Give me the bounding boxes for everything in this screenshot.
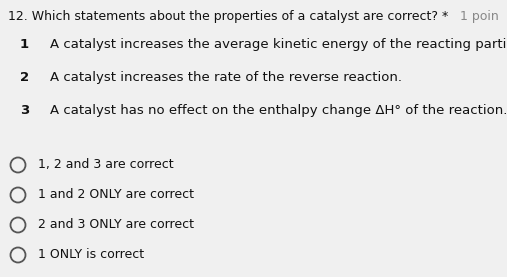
- Text: A catalyst increases the rate of the reverse reaction.: A catalyst increases the rate of the rev…: [50, 71, 402, 84]
- Text: 2: 2: [20, 71, 29, 84]
- Text: A catalyst has no effect on the enthalpy change ΔH° of the reaction.: A catalyst has no effect on the enthalpy…: [50, 104, 507, 117]
- Text: 1, 2 and 3 are correct: 1, 2 and 3 are correct: [38, 158, 173, 171]
- Text: 1: 1: [20, 38, 29, 51]
- Text: 1 poin: 1 poin: [460, 10, 499, 23]
- Text: 1 ONLY is correct: 1 ONLY is correct: [38, 248, 144, 261]
- Text: 12. Which statements about the properties of a catalyst are correct? *: 12. Which statements about the propertie…: [8, 10, 448, 23]
- Text: A catalyst increases the average kinetic energy of the reacting particles.: A catalyst increases the average kinetic…: [50, 38, 507, 51]
- Text: 3: 3: [20, 104, 29, 117]
- Text: 1 and 2 ONLY are correct: 1 and 2 ONLY are correct: [38, 188, 194, 201]
- Text: 2 and 3 ONLY are correct: 2 and 3 ONLY are correct: [38, 218, 194, 231]
